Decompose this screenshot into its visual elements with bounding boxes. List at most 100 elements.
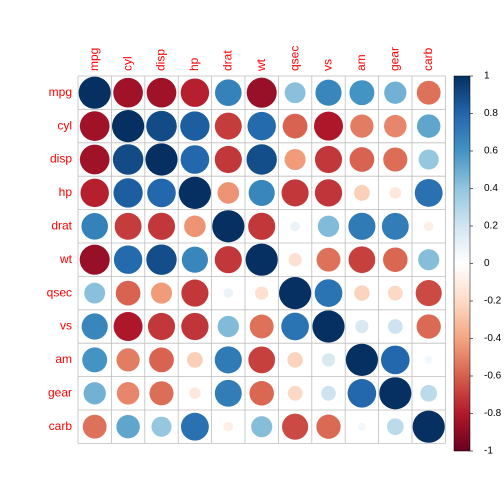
corr-circle-am-wt: [248, 346, 276, 374]
corr-circle-gear-vs: [321, 385, 336, 401]
legend-tick-label: -1: [484, 446, 493, 457]
corr-circle-wt-cyl: [113, 245, 143, 274]
corr-circle-wt-wt: [245, 243, 278, 276]
corr-circle-wt-qsec: [288, 253, 302, 267]
legend-tick-label: 0.2: [484, 221, 498, 232]
corr-circle-qsec-disp: [150, 282, 173, 304]
color-legend-bar: [453, 75, 471, 452]
corr-circle-disp-am: [349, 147, 375, 172]
legend-tick-label: -0.2: [484, 296, 502, 307]
corr-circle-cyl-qsec: [282, 113, 308, 139]
corr-circle-wt-gear: [383, 247, 408, 272]
corr-circle-vs-drat: [217, 315, 239, 338]
corr-circle-vs-mpg: [81, 313, 108, 340]
corr-circle-gear-mpg: [83, 382, 106, 405]
legend-tick-label: -0.4: [484, 333, 502, 344]
corr-circle-disp-qsec: [284, 148, 306, 171]
corr-circle-mpg-carb: [416, 80, 441, 105]
corr-circle-am-cyl: [116, 348, 140, 372]
corr-circle-gear-gear: [379, 377, 412, 410]
legend-tick-label: 1: [484, 71, 490, 82]
corr-circle-carb-vs: [316, 414, 341, 439]
corr-circle-wt-mpg: [79, 244, 110, 275]
corr-circle-disp-disp: [145, 143, 178, 176]
column-label-qsec: qsec: [287, 46, 301, 71]
corr-circle-drat-vs: [317, 215, 340, 237]
corr-circle-mpg-am: [349, 80, 375, 106]
corr-circle-cyl-mpg: [79, 111, 110, 141]
corr-circle-carb-hp: [180, 412, 209, 441]
legend-tick-label: 0.4: [484, 183, 498, 194]
corr-circle-vs-am: [355, 319, 369, 334]
corr-circle-gear-hp: [189, 387, 201, 400]
corr-circle-vs-vs: [312, 310, 345, 343]
column-label-hp: hp: [187, 57, 201, 71]
column-label-carb: carb: [421, 47, 435, 71]
corr-circle-carb-wt: [251, 416, 273, 438]
corr-circle-carb-am: [357, 422, 366, 431]
column-label-disp: disp: [154, 49, 168, 71]
corr-circle-mpg-drat: [215, 79, 242, 106]
corr-circle-gear-am: [347, 378, 377, 408]
corr-circle-vs-carb: [416, 314, 441, 339]
corr-circle-carb-gear: [386, 418, 404, 436]
corr-circle-wt-am: [348, 246, 376, 274]
corr-circle-hp-qsec: [281, 179, 309, 207]
corr-circle-cyl-gear: [384, 114, 407, 138]
corr-circle-vs-wt: [249, 314, 274, 339]
column-label-wt: wt: [254, 58, 268, 72]
legend-tick-label: 0.6: [484, 146, 498, 157]
corr-circle-hp-cyl: [113, 178, 143, 208]
column-label-mpg: mpg: [87, 48, 101, 71]
corr-circle-vs-hp: [181, 312, 209, 341]
corr-circle-drat-cyl: [114, 212, 142, 240]
corr-circle-hp-hp: [178, 176, 211, 209]
corr-circle-qsec-mpg: [84, 282, 106, 304]
corr-circle-cyl-cyl: [112, 110, 145, 143]
row-label-qsec: qsec: [47, 285, 72, 299]
row-label-vs: vs: [60, 319, 72, 333]
corr-circle-carb-carb: [412, 410, 445, 443]
corr-circle-hp-carb: [414, 178, 443, 207]
legend-tick-label: 0.8: [484, 108, 498, 119]
corr-circle-disp-wt: [246, 144, 277, 175]
corr-circle-drat-gear: [381, 212, 409, 240]
row-labels: mpg cyl disp hp drat wt qsec vs am gear carb: [47, 85, 73, 433]
corr-circle-carb-disp: [151, 416, 172, 437]
legend-tick-label: -0.8: [484, 408, 502, 419]
column-labels: mpg cyl disp hp drat wt qsec vs am gear carb: [87, 46, 435, 72]
corr-circle-gear-carb: [420, 384, 438, 402]
corr-circle-gear-disp: [149, 381, 174, 406]
corr-circle-hp-gear: [389, 187, 402, 199]
corr-circle-hp-am: [354, 185, 370, 201]
row-label-gear: gear: [48, 385, 72, 399]
corr-circle-mpg-gear: [384, 81, 407, 104]
corr-circle-drat-wt: [248, 212, 276, 240]
corr-circle-wt-hp: [181, 246, 208, 273]
row-label-drat: drat: [51, 218, 72, 232]
corr-circle-gear-qsec: [287, 385, 303, 401]
corr-circle-wt-vs: [316, 247, 341, 272]
corr-circle-disp-hp: [180, 145, 210, 174]
row-label-wt: wt: [59, 252, 73, 266]
corr-circle-qsec-am: [354, 285, 370, 301]
corr-circle-vs-disp: [147, 312, 176, 341]
corr-circle-cyl-carb: [416, 114, 441, 138]
corr-circle-drat-hp: [184, 215, 206, 238]
corr-circle-carb-cyl: [116, 414, 140, 439]
corr-circle-gear-cyl: [116, 382, 140, 405]
corr-circle-carb-drat: [223, 421, 234, 432]
corr-circle-cyl-hp: [180, 111, 210, 141]
corr-circle-drat-qsec: [290, 221, 300, 232]
corr-circle-vs-cyl: [113, 312, 143, 341]
corr-circle-mpg-disp: [146, 77, 177, 108]
corr-circle-wt-disp: [146, 244, 177, 275]
corr-circle-disp-mpg: [79, 144, 110, 175]
corr-circle-cyl-disp: [146, 110, 177, 142]
cell-grid: [77, 75, 446, 444]
corr-circle-mpg-vs: [315, 79, 342, 106]
corr-circle-hp-vs: [314, 179, 343, 207]
corr-circle-disp-drat: [214, 145, 242, 174]
corr-circle-gear-wt: [249, 381, 274, 406]
column-label-vs: vs: [321, 59, 335, 71]
